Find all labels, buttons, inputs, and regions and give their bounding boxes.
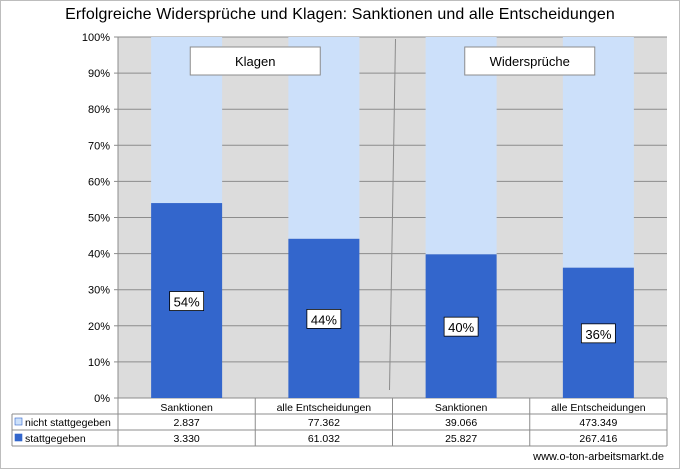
group-label-box: [189, 46, 321, 76]
chart-title: Erfolgreiche Widersprüche und Klagen: Sa…: [65, 6, 615, 23]
x-category-label: Sanktionen: [435, 402, 488, 414]
data-label-box: [169, 291, 205, 311]
table-cell: 3.330: [173, 433, 199, 445]
y-tick-label: 80%: [88, 104, 110, 116]
source-credit: www.o-ton-arbeitsmarkt.de: [533, 451, 664, 463]
y-tick-label: 0%: [94, 393, 110, 405]
table-cell: 39.066: [445, 417, 477, 429]
table-cell: 267.416: [579, 433, 617, 445]
data-label-box: [306, 308, 342, 329]
group-separator: [389, 38, 396, 391]
y-tick-label: 30%: [88, 285, 110, 297]
table-cell: 77.362: [308, 417, 340, 429]
legend-entry: nicht stattgegeben: [25, 417, 111, 429]
table-cell: 473.349: [579, 417, 617, 429]
data-label: 40%: [448, 320, 474, 335]
y-tick-label: 60%: [88, 176, 110, 188]
y-tick-label: 20%: [88, 321, 110, 333]
group-label: Klagen: [235, 54, 275, 69]
table-cell: 25.827: [445, 433, 477, 445]
legend-key: [14, 417, 23, 426]
x-category-label: alle Entscheidungen: [551, 402, 646, 414]
y-tick-label: 50%: [88, 213, 110, 225]
data-label-box: [580, 323, 616, 344]
y-tick-label: 100%: [82, 32, 110, 44]
y-tick-label: 40%: [88, 249, 110, 261]
y-tick-label: 70%: [88, 140, 110, 152]
y-tick-label: 90%: [88, 68, 110, 80]
data-label: 44%: [311, 312, 337, 327]
table-cell: 61.032: [308, 433, 340, 445]
data-label-box: [443, 316, 479, 337]
group-label: Widersprüche: [490, 54, 570, 69]
x-category-label: alle Entscheidungen: [277, 402, 372, 414]
table-cell: 2.837: [173, 417, 199, 429]
legend-entry: stattgegeben: [25, 433, 86, 445]
y-tick-label: 10%: [88, 357, 110, 369]
group-label-box: [464, 46, 596, 76]
x-category-label: Sanktionen: [160, 402, 213, 414]
data-label: 36%: [585, 327, 611, 342]
legend-key: [14, 433, 23, 442]
data-label: 54%: [174, 295, 200, 310]
